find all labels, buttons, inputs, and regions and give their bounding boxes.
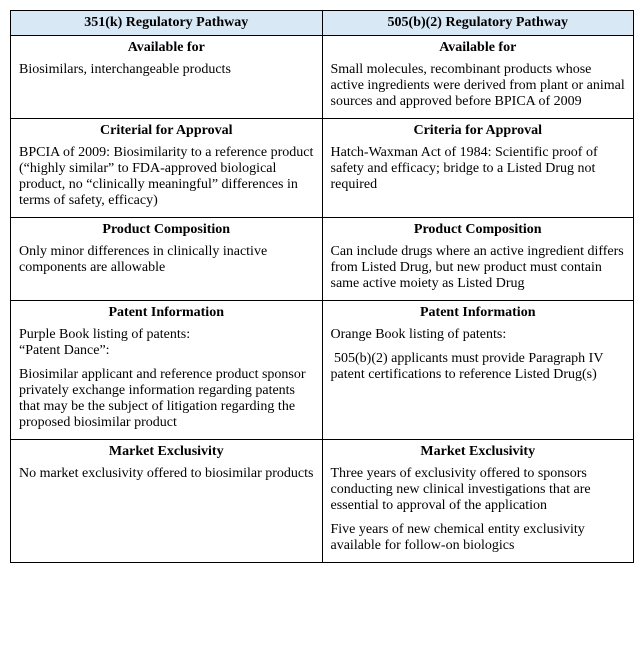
cell-exclusivity-right: Market Exclusivity Three years of exclus… (322, 440, 634, 563)
table-row: Product Composition Only minor differenc… (11, 218, 634, 301)
section-body: Biosimilars, interchangeable products (19, 62, 314, 78)
cell-available-left: Available for Biosimilars, interchangeab… (11, 36, 323, 119)
section-body: Biosimilar applicant and reference produ… (19, 367, 314, 431)
section-title: Available for (331, 40, 626, 56)
section-body: Small molecules, recombinant products wh… (331, 62, 626, 110)
section-body: Hatch-Waxman Act of 1984: Scientific pro… (331, 145, 626, 193)
cell-criteria-right: Criteria for Approval Hatch-Waxman Act o… (322, 119, 634, 218)
cell-composition-right: Product Composition Can include drugs wh… (322, 218, 634, 301)
section-title: Market Exclusivity (331, 444, 626, 460)
section-body: No market exclusivity offered to biosimi… (19, 466, 314, 482)
section-body: Five years of new chemical entity exclus… (331, 522, 626, 554)
section-title: Patent Information (19, 305, 314, 321)
cell-composition-left: Product Composition Only minor differenc… (11, 218, 323, 301)
table-row: Available for Biosimilars, interchangeab… (11, 36, 634, 119)
section-body: Can include drugs where an active ingred… (331, 244, 626, 292)
section-title: Product Composition (331, 222, 626, 238)
col-header-left: 351(k) Regulatory Pathway (11, 11, 323, 36)
section-title: Available for (19, 40, 314, 56)
table-row: Criterial for Approval BPCIA of 2009: Bi… (11, 119, 634, 218)
table-row: Market Exclusivity No market exclusivity… (11, 440, 634, 563)
col-header-right: 505(b)(2) Regulatory Pathway (322, 11, 634, 36)
section-title: Product Composition (19, 222, 314, 238)
section-title: Market Exclusivity (19, 444, 314, 460)
section-body: BPCIA of 2009: Biosimilarity to a refere… (19, 145, 314, 209)
cell-available-right: Available for Small molecules, recombina… (322, 36, 634, 119)
cell-patent-right: Patent Information Orange Book listing o… (322, 301, 634, 440)
section-body: Purple Book listing of patents:“Patent D… (19, 327, 314, 359)
table-row: Patent Information Purple Book listing o… (11, 301, 634, 440)
section-title: Criteria for Approval (331, 123, 626, 139)
section-body: Three years of exclusivity offered to sp… (331, 466, 626, 514)
cell-exclusivity-left: Market Exclusivity No market exclusivity… (11, 440, 323, 563)
section-title: Criterial for Approval (19, 123, 314, 139)
comparison-table: 351(k) Regulatory Pathway 505(b)(2) Regu… (10, 10, 634, 563)
cell-criteria-left: Criterial for Approval BPCIA of 2009: Bi… (11, 119, 323, 218)
section-body: Orange Book listing of patents: (331, 327, 626, 343)
cell-patent-left: Patent Information Purple Book listing o… (11, 301, 323, 440)
section-body: 505(b)(2) applicants must provide Paragr… (331, 351, 626, 383)
table-header-row: 351(k) Regulatory Pathway 505(b)(2) Regu… (11, 11, 634, 36)
section-title: Patent Information (331, 305, 626, 321)
section-body: Only minor differences in clinically ina… (19, 244, 314, 276)
